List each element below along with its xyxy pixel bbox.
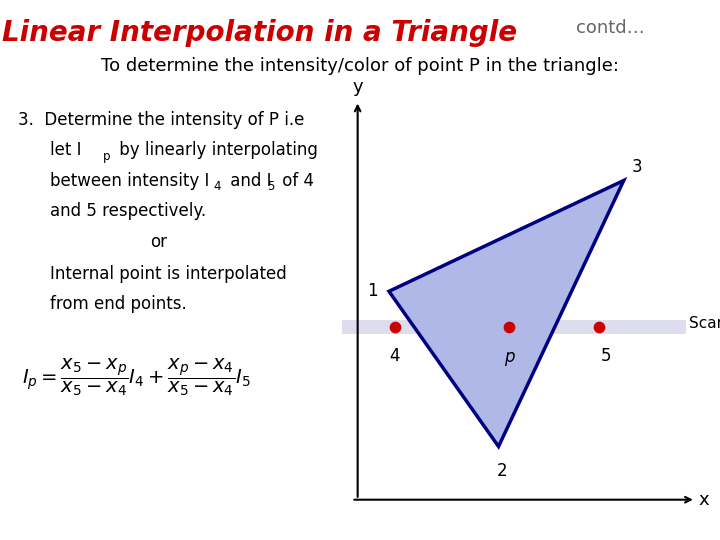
Text: of 4: of 4 — [277, 172, 314, 190]
Text: or: or — [150, 233, 167, 251]
Text: contd…: contd… — [576, 19, 644, 37]
Point — [389, 322, 400, 331]
Text: 5: 5 — [267, 180, 274, 193]
Text: 3: 3 — [631, 158, 642, 176]
Text: p: p — [103, 150, 110, 163]
Text: 4: 4 — [213, 180, 220, 193]
Point — [503, 322, 515, 331]
Text: x: x — [699, 491, 709, 509]
Polygon shape — [389, 180, 624, 447]
Text: Internal point is interpolated: Internal point is interpolated — [50, 265, 287, 282]
Text: p: p — [504, 348, 514, 366]
Text: Scan-line: Scan-line — [690, 316, 720, 330]
Text: and I: and I — [225, 172, 271, 190]
Text: Linear Interpolation in a Triangle: Linear Interpolation in a Triangle — [1, 19, 517, 47]
Text: To determine the intensity/color of point P in the triangle:: To determine the intensity/color of poin… — [101, 57, 619, 75]
Text: y: y — [352, 78, 363, 96]
Text: and 5 respectively.: and 5 respectively. — [50, 202, 207, 220]
Text: 2: 2 — [496, 462, 507, 480]
Text: $I_p = \dfrac{x_5 - x_p}{x_5 - x_4} I_4 + \dfrac{x_p - x_4}{x_5 - x_4} I_5$: $I_p = \dfrac{x_5 - x_p}{x_5 - x_4} I_4 … — [22, 356, 251, 398]
Text: 4: 4 — [390, 347, 400, 364]
Text: by linearly interpolating: by linearly interpolating — [114, 141, 318, 159]
Text: 5: 5 — [601, 347, 611, 364]
Text: 1: 1 — [367, 282, 378, 300]
Text: 3.  Determine the intensity of P i.e: 3. Determine the intensity of P i.e — [18, 111, 305, 129]
Text: let I: let I — [50, 141, 82, 159]
Text: between intensity I: between intensity I — [50, 172, 210, 190]
Text: from end points.: from end points. — [50, 295, 187, 313]
Point — [593, 322, 605, 331]
